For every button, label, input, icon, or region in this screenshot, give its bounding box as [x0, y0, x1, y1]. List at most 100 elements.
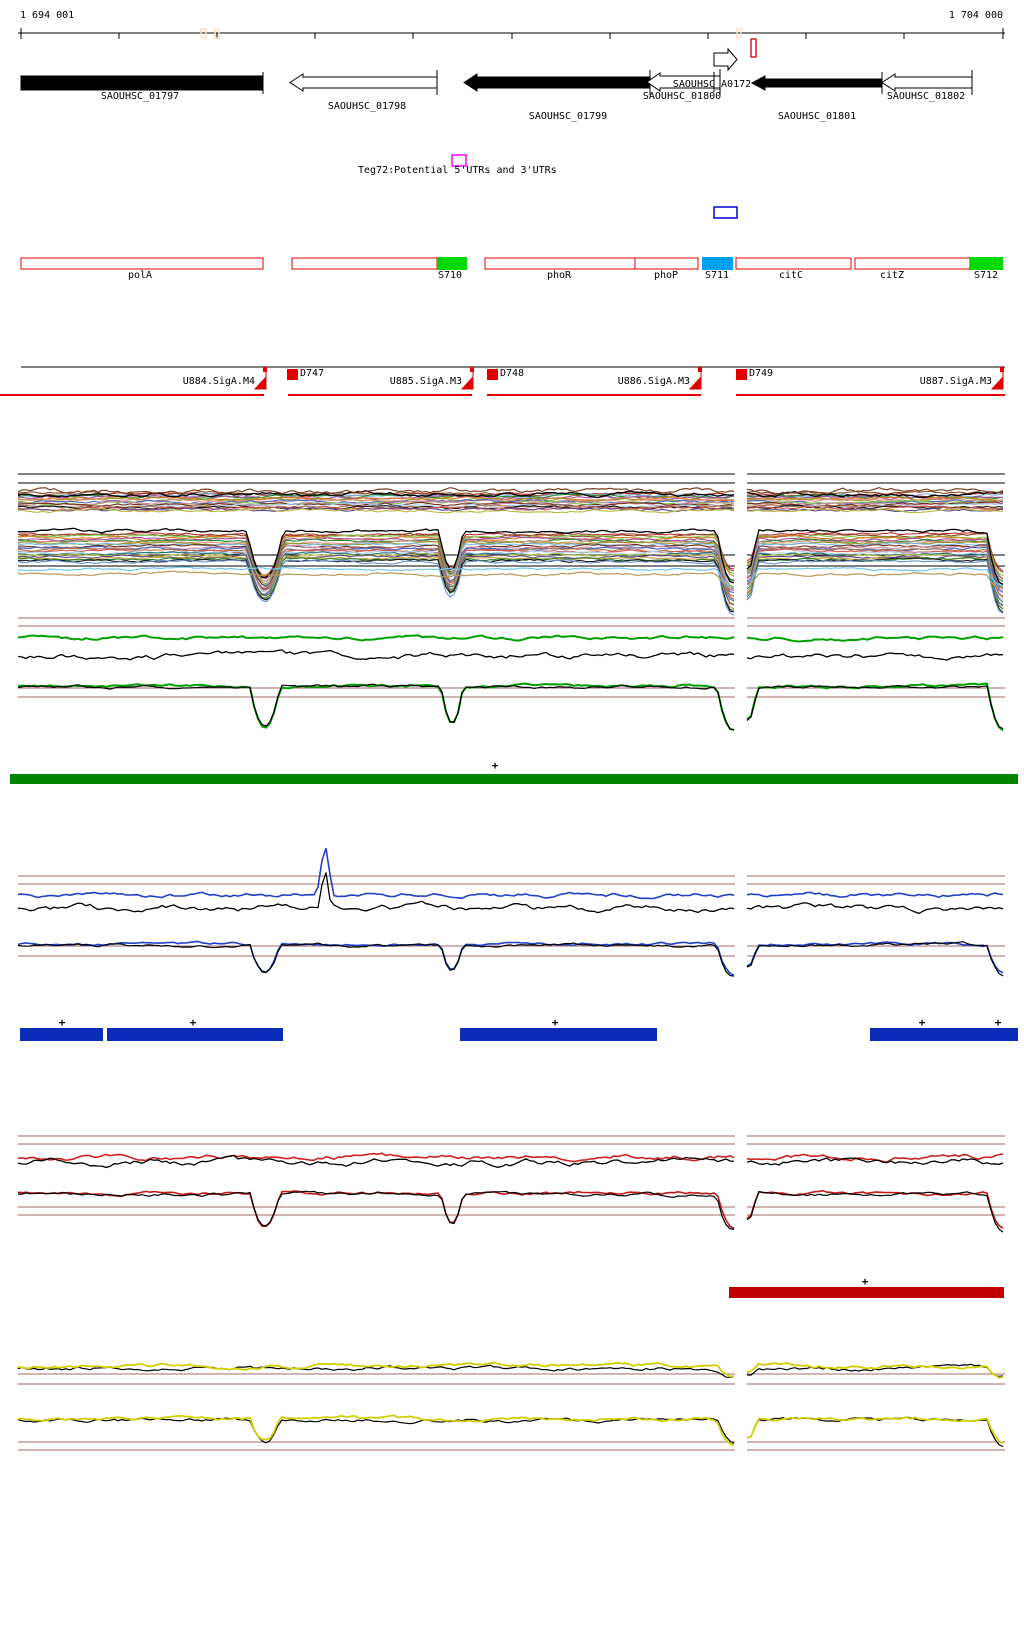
- signal-trace: [746, 684, 1004, 730]
- signal-trace: [17, 566, 735, 588]
- red-marker-box[interactable]: [750, 38, 757, 58]
- tu-flag-nub: [470, 367, 474, 372]
- signal-trace: [746, 531, 1004, 572]
- d-marker-box[interactable]: [287, 369, 298, 380]
- operon-label: S712: [973, 270, 999, 281]
- blue-bars[interactable]: [460, 1028, 657, 1041]
- tu-flag-nub: [263, 367, 267, 372]
- blue-bars[interactable]: [20, 1028, 103, 1041]
- signal-trace: [746, 1153, 1004, 1163]
- tu-flag-triangle[interactable]: [990, 375, 1004, 390]
- signal-trace: [17, 1417, 735, 1445]
- signal-trace: [746, 553, 1004, 606]
- signal-trace: [17, 490, 735, 499]
- signal-trace: [17, 543, 735, 592]
- blue-bars[interactable]: [870, 1028, 1018, 1041]
- signal-trace: [746, 891, 1004, 899]
- signal-trace: [17, 1361, 735, 1378]
- signal-trace: [17, 682, 735, 731]
- operon-box[interactable]: [291, 257, 438, 270]
- signal-trace: [17, 554, 735, 606]
- signal-trace: [17, 570, 735, 590]
- operon-label: citC: [778, 270, 804, 281]
- signal-trace: [17, 493, 735, 500]
- operon-box[interactable]: [735, 257, 852, 270]
- signal-trace: [746, 1362, 1004, 1379]
- ruler-start-coordinate: 1 694 001: [20, 10, 75, 21]
- gene-arrow[interactable]: [463, 73, 651, 92]
- gene-arrow[interactable]: [20, 75, 264, 91]
- plus-mark: +: [551, 1016, 559, 1029]
- blue-segment-box[interactable]: [702, 257, 733, 270]
- operon-label: polA: [127, 270, 153, 281]
- green-segment-box[interactable]: [437, 257, 467, 270]
- pale-mark: [736, 28, 742, 39]
- d-marker-label: D749: [749, 368, 774, 379]
- plus-mark: +: [58, 1016, 66, 1029]
- gene-arrow[interactable]: [289, 73, 438, 92]
- gene-label: SAOUHSC_01797: [100, 91, 180, 102]
- operon-box[interactable]: [484, 257, 636, 270]
- gene-label: SAOUHSC_01802: [886, 91, 966, 102]
- tu-flag-nub: [1000, 367, 1004, 372]
- tu-segment-label: U886.SigA.M3: [617, 376, 690, 387]
- signal-trace: [746, 941, 1004, 974]
- signal-trace: [746, 682, 1004, 732]
- signal-trace: [17, 872, 735, 914]
- signal-trace: [17, 1154, 735, 1169]
- signal-trace: [17, 940, 735, 976]
- signal-trace: [17, 1190, 735, 1230]
- tu-flag-triangle[interactable]: [688, 375, 702, 390]
- signal-trace: [746, 902, 1004, 915]
- signal-trace: [17, 551, 735, 602]
- operon-box[interactable]: [634, 257, 699, 270]
- utr-note-box[interactable]: [451, 154, 467, 167]
- gene-arrow[interactable]: [713, 47, 738, 72]
- signal-trace: [17, 555, 735, 610]
- signal-trace: [17, 552, 735, 605]
- gene-label: SAOUHSC_01798: [327, 101, 407, 112]
- signal-trace: [17, 505, 735, 510]
- plus-mark: +: [861, 1275, 869, 1288]
- signal-trace: [17, 558, 735, 613]
- tu-segment-label: U887.SigA.M3: [919, 376, 992, 387]
- ruler-end-coordinate: 1 704 000: [948, 10, 1003, 21]
- blue-feature-box[interactable]: [713, 206, 738, 219]
- tu-flag-nub: [698, 367, 702, 372]
- signal-trace: [746, 556, 1004, 610]
- gene-arrow[interactable]: [750, 75, 883, 91]
- tu-flag-triangle[interactable]: [460, 375, 474, 390]
- signal-trace: [17, 1414, 735, 1446]
- signal-trace: [746, 542, 1004, 588]
- signal-trace: [746, 1190, 1004, 1233]
- utr-note-label: Teg72:Potential 5'UTRs and 3'UTRs: [358, 165, 557, 176]
- tu-segment-label: U885.SigA.M3: [389, 376, 462, 387]
- signal-trace: [17, 1152, 735, 1163]
- d-marker-label: D747: [300, 368, 325, 379]
- d-marker-label: D748: [500, 368, 525, 379]
- signal-trace: [746, 635, 1004, 643]
- operon-label: phoR: [546, 270, 572, 281]
- operon-box[interactable]: [20, 257, 264, 270]
- blue-bars[interactable]: [107, 1028, 283, 1041]
- green-segment-box[interactable]: [970, 257, 1003, 270]
- red-bar[interactable]: [729, 1287, 1004, 1298]
- signal-trace: [746, 499, 1004, 505]
- green-bar[interactable]: [10, 774, 1018, 784]
- signal-trace: [746, 556, 1004, 610]
- signal-trace: [746, 548, 1004, 598]
- signal-trace: [746, 1363, 1004, 1378]
- gene-label: SAOUHSC_01801: [777, 111, 857, 122]
- gene-arrow[interactable]: [881, 73, 973, 92]
- d-marker-box[interactable]: [736, 369, 747, 380]
- operon-box[interactable]: [854, 257, 971, 270]
- signal-trace: [17, 498, 735, 505]
- pale-mark: [214, 28, 220, 39]
- d-marker-box[interactable]: [487, 369, 498, 380]
- signal-trace: [746, 566, 1004, 587]
- signal-trace: [746, 497, 1004, 503]
- signal-trace: [17, 649, 735, 661]
- tu-flag-triangle[interactable]: [253, 375, 267, 390]
- signal-trace: [18, 498, 735, 503]
